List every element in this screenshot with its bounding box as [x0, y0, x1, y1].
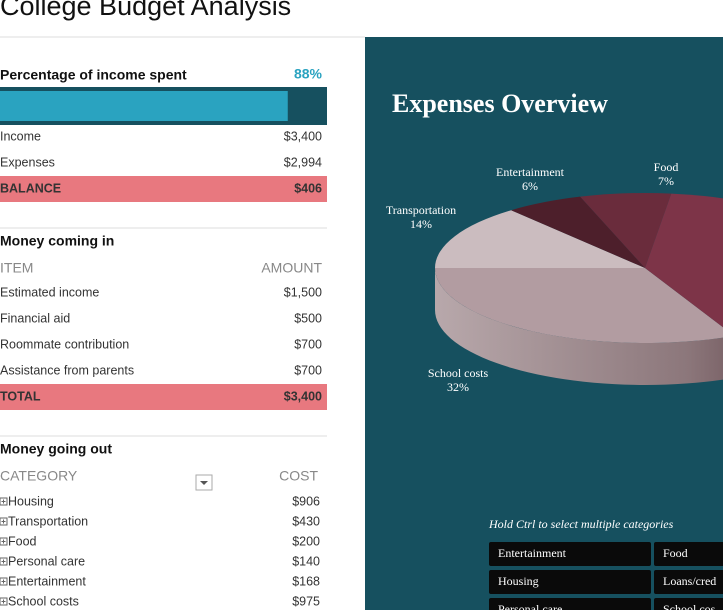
- expand-icon[interactable]: [0, 577, 8, 586]
- row-value: $406: [294, 181, 322, 195]
- pie-side: [435, 268, 723, 385]
- pie-slice: [511, 196, 645, 268]
- slicer-button[interactable]: [654, 570, 723, 594]
- row-value: $700: [294, 363, 322, 377]
- row-value: $430: [292, 514, 320, 528]
- pie-slice: [435, 210, 645, 268]
- slicer-hint: Hold Ctrl to select multiple categories: [488, 517, 674, 531]
- row-value: $700: [294, 337, 322, 351]
- section-heading: Money coming in: [0, 233, 114, 249]
- expand-icon[interactable]: [0, 557, 8, 566]
- slice-label: Entertainment: [496, 165, 565, 179]
- row-label: Financial aid: [0, 311, 70, 325]
- expand-plus: [1, 599, 6, 604]
- row-label: School costs: [8, 594, 79, 608]
- column-header: AMOUNT: [261, 260, 322, 276]
- row-label: Expenses: [0, 155, 55, 169]
- row-value: $3,400: [284, 129, 322, 143]
- progress-bar: [0, 91, 288, 121]
- slicer-button[interactable]: [654, 542, 723, 566]
- filter-arrow: [200, 481, 208, 485]
- row-value: $3,400: [284, 389, 322, 403]
- slicer-button[interactable]: [489, 570, 651, 594]
- expand-icon[interactable]: [0, 597, 8, 606]
- row-label: Personal care: [8, 554, 85, 568]
- slicer-button-label: School cos: [663, 602, 716, 610]
- slice-label: Transportation: [386, 203, 456, 217]
- row-value: $168: [292, 574, 320, 588]
- row-value: $975: [292, 594, 320, 608]
- column-header: CATEGORY: [0, 468, 78, 484]
- slicer-button-label: Housing: [498, 574, 539, 588]
- slice-label: Food: [654, 160, 679, 174]
- slice-label: School costs: [428, 366, 489, 380]
- row-value: $140: [292, 554, 320, 568]
- slicer-button-label: Personal care: [498, 602, 562, 610]
- row-label: Housing: [8, 494, 54, 508]
- row-value: $906: [292, 494, 320, 508]
- row-label: TOTAL: [0, 389, 41, 403]
- row-value: $200: [292, 534, 320, 548]
- expand-icon[interactable]: [0, 537, 8, 546]
- section-heading: Money going out: [0, 441, 112, 457]
- summary-label: Percentage of income spent: [0, 67, 187, 83]
- expand-icon[interactable]: [0, 517, 8, 526]
- row-label: Entertainment: [8, 574, 86, 588]
- balance-row: [0, 176, 327, 202]
- row-label: Income: [0, 129, 41, 143]
- summary-percent: 88%: [294, 66, 323, 82]
- row-label: Assistance from parents: [0, 363, 134, 377]
- row-label: Transportation: [8, 514, 88, 528]
- row-label: Estimated income: [0, 285, 99, 299]
- slicer-button-label: Entertainment: [498, 546, 567, 560]
- pie-rest: [645, 193, 723, 328]
- expand-plus: [1, 519, 6, 524]
- row-label: Food: [8, 534, 37, 548]
- slice-percent: 32%: [447, 380, 469, 394]
- expand-plus: [1, 559, 6, 564]
- slicer-button[interactable]: [489, 598, 651, 610]
- column-header: ITEM: [0, 260, 33, 276]
- expand-plus: [1, 539, 6, 544]
- slice-percent: 6%: [522, 179, 538, 193]
- chart-title: Expenses Overview: [392, 89, 608, 118]
- expand-plus: [1, 579, 6, 584]
- expand-plus: [1, 499, 6, 504]
- total-row: [0, 384, 327, 410]
- page-title: College Budget Analysis: [0, 0, 291, 21]
- slicer-button[interactable]: [654, 598, 723, 610]
- row-value: $2,994: [284, 155, 322, 169]
- slicer-button[interactable]: [489, 542, 651, 566]
- slicer-button-label: Loans/cred: [663, 574, 716, 588]
- expand-icon[interactable]: [0, 497, 8, 506]
- column-header: COST: [279, 468, 318, 484]
- row-value: $500: [294, 311, 322, 325]
- pie-slice: [580, 193, 672, 268]
- row-value: $1,500: [284, 285, 322, 299]
- slice-percent: 14%: [410, 217, 432, 231]
- slicer-button-label: Food: [663, 546, 688, 560]
- row-label: BALANCE: [0, 181, 61, 195]
- row-label: Roommate contribution: [0, 337, 129, 351]
- pie-slice: [435, 268, 723, 343]
- slice-percent: 7%: [658, 174, 674, 188]
